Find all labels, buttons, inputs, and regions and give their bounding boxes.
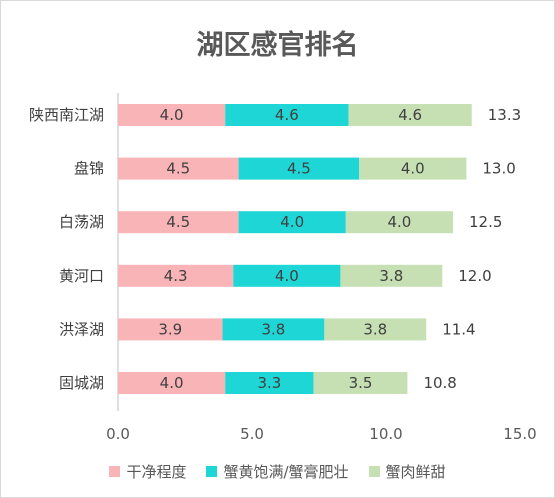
bar-segment [225,104,349,126]
x-tick-label: 5.0 [240,425,264,443]
bar-segment [348,104,472,126]
legend-label: 蟹黄饱满/蟹膏肥壮 [223,463,349,481]
total-label: 10.8 [423,374,456,392]
data-label: 4.0 [160,374,184,392]
total-label: 12.5 [469,213,502,231]
total-label: 11.4 [442,320,475,338]
data-label: 4.5 [166,160,190,178]
data-label: 3.9 [158,320,182,338]
bar-segment [118,104,226,126]
chart-plot: 陕西南江湖 4.0 4.6 4.6 13.3 盘锦 4.5 4.5 4.0 13.0 白荡湖 4.5 4… [29,93,537,443]
chart-legend: 干净程度 蟹黄饱满/蟹膏肥壮 蟹肉鲜甜 [1,461,554,482]
data-label: 4.0 [387,213,411,231]
total-label: 12.0 [458,267,491,285]
bar-segment [118,372,226,394]
chart-title: 湖区感官排名 [196,30,359,61]
bar-segment [233,264,341,287]
data-label: 3.5 [349,374,373,392]
legend-label: 蟹肉鲜甜 [385,463,446,481]
total-label: 13.0 [482,160,515,178]
legend-swatch [109,466,121,477]
bar-segment [238,211,346,234]
data-label: 4.3 [164,267,188,285]
x-tick-label: 15.0 [503,425,536,443]
bar-segment [340,264,443,287]
category-label: 陕西南江湖 [29,106,104,124]
bar-segment [324,318,427,341]
legend-label: 干净程度 [126,463,187,481]
data-label: 4.0 [401,160,425,178]
data-label: 4.5 [166,213,190,231]
legend-item: 干净程度 [109,461,186,482]
data-label: 4.5 [287,160,311,178]
category-label: 黄河口 [59,267,104,285]
legend-item: 蟹肉鲜甜 [368,461,446,482]
bar-segment [359,157,467,180]
x-tick-label: 0.0 [106,425,130,443]
bar-segment [238,157,360,180]
data-label: 4.0 [275,267,299,285]
data-label: 4.0 [280,213,304,231]
data-label: 4.6 [398,106,422,124]
data-label: 4.0 [160,106,184,124]
data-label: 3.8 [262,320,286,338]
bar-segment [222,318,325,341]
bar-segment [118,264,234,287]
data-label: 3.8 [379,267,403,285]
bar-segment [225,372,314,394]
x-tick-label: 10.0 [369,425,402,443]
category-label: 洪泽湖 [59,320,104,338]
bar-segment [118,211,239,234]
data-label: 3.3 [257,374,281,392]
legend-swatch [368,466,380,477]
bar-segment [118,157,239,180]
category-label: 固城湖 [59,374,104,392]
legend-swatch [206,466,218,477]
category-label: 盘锦 [74,160,104,178]
data-label: 3.8 [363,320,387,338]
bar-segment [118,318,223,341]
total-label: 13.3 [488,106,521,124]
bar-segment [313,372,408,394]
category-label: 白荡湖 [59,213,104,231]
legend-item: 蟹黄饱满/蟹膏肥壮 [206,461,349,482]
bar-segment [345,211,453,234]
data-label: 4.6 [275,106,299,124]
